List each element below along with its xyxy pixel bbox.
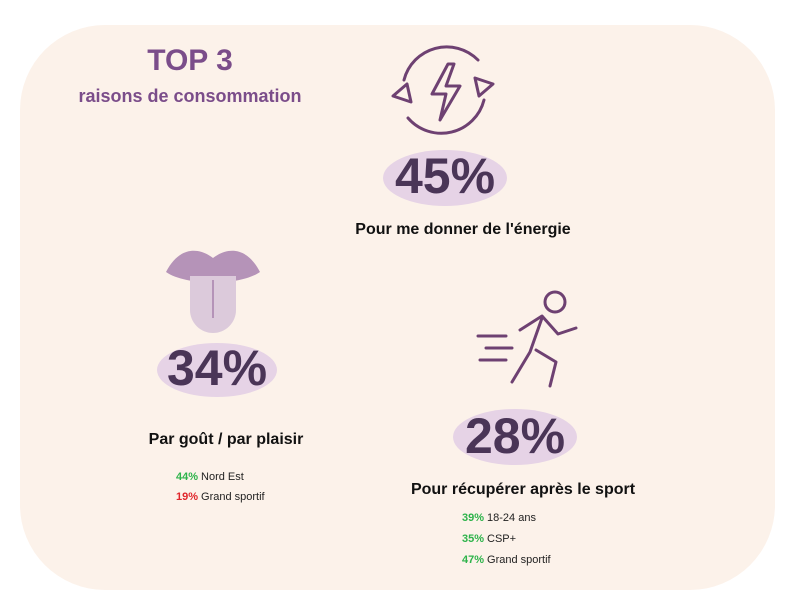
percent-bg: [383, 150, 507, 206]
percent: 28%: [465, 408, 565, 464]
energy-icon: [391, 45, 495, 135]
detail-text: Grand sportif: [487, 554, 552, 566]
detail-text: CSP+: [487, 533, 516, 545]
detail-value: 47%: [462, 554, 484, 566]
card: [20, 25, 775, 590]
reason-label: Pour récupérer après le sport: [411, 481, 636, 498]
title: TOP 3: [147, 44, 233, 77]
subtitle: raisons de consommation: [78, 86, 301, 106]
detail: 47% Grand sportif: [462, 554, 552, 566]
sport-icon: [476, 290, 578, 388]
detail: 39% 18-24 ans: [462, 512, 536, 524]
detail-text: Nord Est: [201, 471, 244, 483]
detail-value: 19%: [176, 491, 198, 503]
detail-text: Grand sportif: [201, 491, 266, 503]
reason-label: Par goût / par plaisir: [149, 431, 304, 448]
percent: 45%: [395, 148, 495, 204]
detail-value: 39%: [462, 512, 484, 524]
detail-text: 18-24 ans: [487, 512, 536, 524]
detail-value: 35%: [462, 533, 484, 545]
detail: 35% CSP+: [462, 533, 516, 545]
detail: 44% Nord Est: [176, 471, 244, 483]
detail: 19% Grand sportif: [176, 491, 266, 503]
taste-icon: [166, 250, 260, 333]
detail-value: 44%: [176, 471, 198, 483]
percent-bg: [157, 343, 277, 397]
percent: 34%: [167, 340, 267, 396]
percent-bg: [453, 409, 577, 465]
reason-label: Pour me donner de l'énergie: [355, 221, 571, 238]
